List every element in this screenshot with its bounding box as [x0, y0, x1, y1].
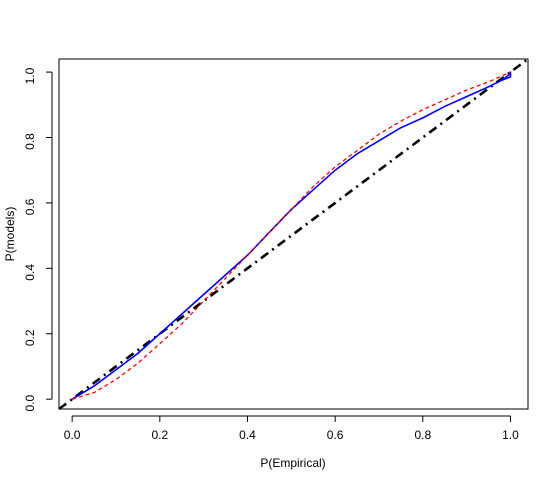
series-line-solid	[71, 71, 512, 400]
y-tick-label: 0.6	[23, 198, 37, 215]
series-line-dashed	[71, 71, 511, 400]
y-axis-label: P(models)	[3, 207, 17, 262]
y-tick-label: 0.2	[23, 329, 37, 346]
y-axis: 0.0 0.2 0.4 0.6 0.8 1.0	[23, 67, 53, 412]
x-axis: 0.0 0.2 0.4 0.6 0.8 1.0	[64, 415, 519, 442]
y-tick-label: 0.8	[23, 133, 37, 150]
x-tick-label: 0.4	[239, 428, 256, 442]
x-tick-label: 0.0	[64, 428, 81, 442]
x-tick-label: 1.0	[502, 428, 519, 442]
y-tick-label: 1.0	[23, 67, 37, 84]
x-tick-label: 0.6	[327, 428, 344, 442]
series-layer	[58, 57, 529, 411]
x-tick-label: 0.2	[151, 428, 168, 442]
y-tick-label: 0.0	[23, 395, 37, 412]
plot-box	[58, 58, 529, 410]
x-tick-label: 0.8	[414, 428, 431, 442]
y-tick-label: 0.4	[23, 264, 37, 281]
series-line-dotdash	[58, 57, 529, 411]
x-axis-label: P(Empirical)	[260, 456, 325, 470]
